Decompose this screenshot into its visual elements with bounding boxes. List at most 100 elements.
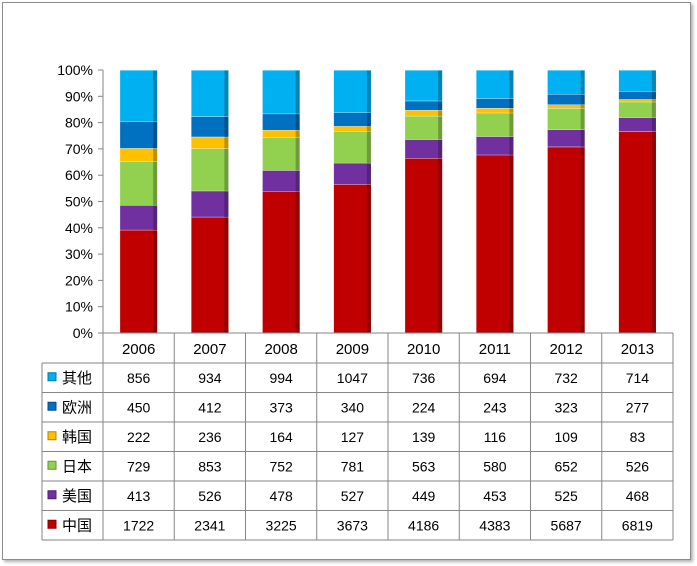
bar-segment-side [224, 216, 229, 333]
bar-segment-side [366, 162, 371, 185]
table-cell-value: 4383 [479, 517, 510, 533]
bar-segment [262, 70, 300, 114]
bar-segment [476, 154, 514, 333]
x-category-label: 2011 [479, 341, 511, 358]
legend-key [47, 519, 57, 529]
x-category-label: 2013 [621, 341, 654, 358]
table-cell-value: 373 [269, 399, 293, 415]
bar-segment [476, 108, 514, 113]
bar-segment-side [153, 205, 158, 230]
bar-segment [262, 191, 300, 333]
table-cell-value: 468 [626, 488, 650, 504]
bar-segment-side [651, 99, 656, 102]
bar-segment-side [224, 116, 229, 137]
table-cell-value: 2341 [194, 517, 225, 533]
bar-segment-side [580, 104, 585, 109]
table-cell-value: 116 [484, 429, 507, 445]
bar-segment [191, 116, 229, 137]
table-cell-value: 526 [626, 458, 650, 474]
bar-segment-side [580, 108, 585, 130]
legend-key [47, 372, 57, 382]
table-cell-value: 856 [127, 370, 151, 386]
bar-segment [618, 117, 656, 132]
table-cell-value: 732 [554, 370, 578, 386]
table-cell-value: 83 [630, 429, 646, 445]
legend-label: 美国 [62, 488, 92, 505]
legend-label: 欧洲 [62, 399, 92, 416]
bar-segment-side [509, 70, 514, 99]
bar-segment-side [580, 146, 585, 333]
table-cell-value: 4186 [408, 517, 439, 533]
bar-segment-side [153, 121, 158, 149]
bar-segment [333, 70, 371, 113]
bar-segment-side [153, 229, 158, 333]
y-tick-label: 80% [65, 115, 93, 131]
bar-segment [191, 190, 229, 217]
bar-segment-side [651, 101, 656, 118]
y-tick-label: 20% [65, 272, 93, 288]
bar-segment-side [366, 70, 371, 113]
bar-segment [262, 137, 300, 171]
bar-segment [405, 70, 443, 101]
bar-segment-side [153, 148, 158, 162]
table-cell-value: 3225 [266, 517, 297, 533]
table-cell-value: 736 [412, 370, 436, 386]
table-cell-value: 853 [198, 458, 222, 474]
bar-segment [333, 126, 371, 132]
bar-segment [476, 112, 514, 137]
bar-segment-side [366, 131, 371, 163]
bar-segment [476, 136, 514, 155]
bar-segment-side [438, 139, 443, 159]
y-tick-label: 0% [73, 325, 93, 341]
table-cell-value: 236 [198, 429, 222, 445]
table-cell-value: 3673 [337, 517, 368, 533]
bar-segment-side [651, 117, 656, 132]
table-cell-value: 412 [198, 399, 222, 415]
bar-segment [120, 205, 158, 230]
table-cell-value: 449 [412, 488, 436, 504]
bar-segment-side [295, 191, 300, 333]
table-cell-value: 222 [127, 429, 151, 445]
bar-segment [618, 99, 656, 102]
bar-segment [405, 100, 443, 111]
bar-segment [547, 93, 585, 105]
bar-segment [333, 112, 371, 127]
table-cell-value: 563 [412, 458, 436, 474]
table-cell-value: 243 [483, 399, 507, 415]
bar-segment-side [509, 98, 514, 109]
table-cell-value: 781 [341, 458, 365, 474]
bar-segment [333, 131, 371, 163]
bar-segment-side [224, 148, 229, 191]
table-cell-value: 729 [127, 458, 151, 474]
table-cell-value: 109 [554, 429, 578, 445]
legend-label: 韩国 [62, 429, 92, 446]
table-cell-value: 5687 [551, 517, 582, 533]
table-cell-value: 413 [127, 488, 151, 504]
bar-segment [120, 161, 158, 206]
table-cell-value: 277 [626, 399, 650, 415]
bar-segment [547, 70, 585, 94]
bar-segment-side [295, 137, 300, 171]
bar-segment [120, 148, 158, 162]
bar-segment [618, 101, 656, 118]
x-category-label: 2007 [193, 341, 226, 358]
bar-segment [120, 229, 158, 333]
legend-key [47, 490, 57, 500]
table-cell-value: 652 [554, 458, 578, 474]
bar-segment [618, 70, 656, 92]
bar-segment-side [438, 115, 443, 140]
bar-segment [191, 136, 229, 149]
table-cell-value: 224 [412, 399, 436, 415]
y-tick-label: 40% [65, 220, 93, 236]
table-cell-value: 1047 [337, 370, 368, 386]
table-cell-value: 340 [341, 399, 365, 415]
table-cell-value: 994 [269, 370, 293, 386]
bar-segment [405, 110, 443, 116]
bar-segment [547, 104, 585, 109]
bar-segment [191, 216, 229, 333]
y-tick-label: 10% [65, 299, 93, 315]
bar-segment-side [438, 158, 443, 333]
bar-segment-side [366, 112, 371, 127]
table-cell-value: 139 [412, 429, 436, 445]
bar-segment-side [224, 190, 229, 217]
